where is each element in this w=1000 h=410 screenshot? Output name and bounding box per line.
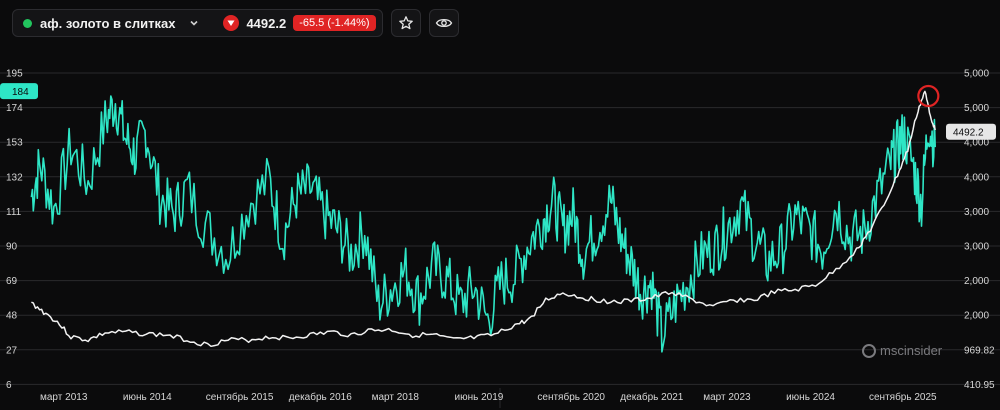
left-axis-tick-label: 111 [6, 207, 22, 218]
eye-icon [435, 18, 452, 28]
left-axis-tick-label: 174 [6, 103, 23, 114]
left-axis: 195 174 153 132 111 90 69 48 27 6 [6, 69, 23, 391]
x-axis-tick-label: сентябрь 2015 [206, 391, 274, 403]
x-axis-tick-label: июнь 2014 [123, 392, 172, 403]
x-axis-tick-label: декабрь 2021 [620, 391, 684, 403]
right-axis-tick-label: 4,000 [964, 138, 989, 149]
left-axis-tick-label: 90 [6, 242, 18, 253]
right-current-value-label: 4492.2 [953, 128, 984, 139]
left-axis-tick-label: 153 [6, 138, 23, 149]
status-dot [23, 18, 32, 28]
grid-lines [0, 72, 1000, 408]
right-axis-tick-label: 969.82 [964, 345, 995, 356]
toolbar: аф. золото в слитках 4492.2 -65.5 (-1.44… [12, 9, 459, 37]
left-axis-tick-label: 132 [6, 172, 23, 183]
x-axis-tick-label: март 2018 [372, 392, 420, 403]
left-current-value-tag [0, 83, 38, 100]
star-icon [398, 16, 413, 30]
quote: 4492.2 -65.5 (-1.44%) [223, 15, 376, 31]
x-axis-tick-label: сентябрь 2020 [537, 391, 605, 403]
watermark-text: mscinsider [880, 343, 943, 358]
left-axis-tick-label: 6 [6, 380, 12, 391]
right-axis-tick-label: 2,000 [964, 311, 989, 322]
right-axis-tick-label: 410.95 [964, 380, 995, 391]
last-price: 4492.2 [246, 15, 287, 31]
instrument-selector[interactable]: аф. золото в слитках 4492.2 -65.5 (-1.44… [12, 9, 383, 37]
right-axis-tick-label: 3,000 [964, 242, 989, 253]
x-axis-tick-label: июнь 2019 [455, 392, 504, 403]
left-axis-tick-label: 69 [6, 276, 18, 287]
visibility-button[interactable] [428, 9, 459, 37]
x-axis-tick-label: март 2023 [703, 392, 751, 403]
series-layer [30, 84, 940, 353]
x-axis-tick-label: сентябрь 2025 [869, 391, 937, 403]
right-axis-tick-label: 2,000 [964, 276, 989, 287]
chevron-down-icon[interactable] [187, 16, 201, 30]
right-axis-tick-label: 5,000 [964, 69, 989, 80]
favorite-button[interactable] [390, 9, 421, 37]
price-change-badge: -65.5 (-1.44%) [293, 15, 376, 31]
left-axis-tick-label: 48 [6, 311, 18, 322]
left-axis-tick-label: 27 [6, 345, 18, 356]
watermark: mscinsider [862, 343, 942, 358]
right-axis-tick-label: 4,000 [964, 172, 989, 183]
current-value-markers: 184 4492.2 [0, 83, 996, 140]
right-current-value-tag [946, 123, 996, 140]
x-axis: март 2013 июнь 2014 сентябрь 2015 декабрь 2… [40, 391, 937, 403]
watermark-logo-icon [862, 343, 876, 358]
right-axis-tick-label: 3,000 [964, 207, 989, 218]
x-axis-tick-label: июнь 2024 [786, 392, 835, 403]
right-axis-tick-label: 5,000 [964, 103, 989, 114]
arrow-down-icon [223, 15, 240, 31]
annotation-circle [917, 84, 940, 108]
x-axis-tick-label: декабрь 2016 [289, 391, 353, 403]
left-axis-tick-label: 195 [6, 69, 23, 80]
series-line-right-axis [31, 90, 936, 348]
instrument-title: аф. золото в слитках [40, 15, 176, 31]
right-axis: 5,000 5,000 4,000 4,000 3,000 3,000 2,000 2,000… [964, 69, 995, 391]
series-line-left-axis [30, 95, 936, 353]
left-current-value-label: 184 [12, 87, 29, 98]
x-axis-tick-label: март 2013 [40, 392, 88, 403]
